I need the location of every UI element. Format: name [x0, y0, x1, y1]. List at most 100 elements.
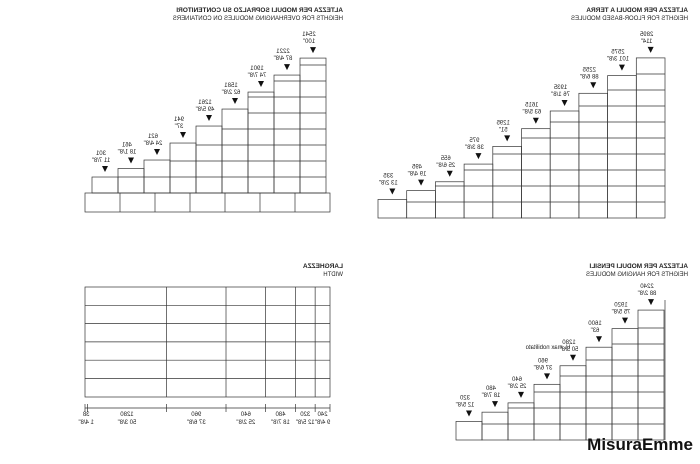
module	[299, 57, 327, 194]
height-mm: 1261	[198, 100, 212, 106]
arrow	[504, 135, 511, 142]
height-in: 88 2/8"	[638, 291, 657, 297]
height-in: 100"	[303, 39, 315, 45]
module	[492, 146, 522, 219]
height-mm: 1280	[562, 340, 576, 346]
module	[435, 181, 465, 219]
arrow	[232, 98, 238, 105]
width-in: 18 7/8"	[271, 420, 290, 426]
height-mm: 2221	[276, 49, 290, 55]
arrow	[532, 117, 539, 124]
height-in: 114"	[641, 39, 653, 45]
panel-subtitle: HEIGHTS FOR HANGING MODULES	[586, 272, 688, 278]
module	[611, 328, 639, 441]
arrow	[648, 299, 654, 306]
height-in: 101 3/8"	[607, 57, 629, 63]
height-mm: 655	[440, 156, 451, 162]
height-mm: 975	[469, 138, 480, 144]
arrow	[561, 99, 568, 106]
width-in: 12 5/8"	[296, 420, 315, 426]
container	[84, 192, 331, 213]
panel-title: ALTEZZA PER MODULI SOPRALZO SU CONTENITO…	[176, 7, 343, 14]
height-mm: 1295	[496, 120, 510, 126]
width-in: 37 6/8"	[187, 420, 206, 426]
mirrored-drawing: ALTEZZA PER MODULI SOPRALZO SU CONTENITO…	[78, 7, 688, 441]
module	[169, 142, 197, 194]
width-mm: 320	[300, 412, 311, 418]
panel-title: ALTEZZA PER MODULI A TERRA	[586, 7, 688, 14]
arrow	[590, 82, 597, 89]
height-in: 18 7/8"	[482, 393, 501, 399]
height-in: 11 7/8"	[92, 158, 110, 164]
width-in: 25 2/8"	[236, 420, 255, 426]
height-in: 62 2/8"	[222, 90, 241, 96]
arrow	[544, 373, 550, 380]
height-mm: 640	[511, 377, 522, 383]
arrow	[570, 354, 576, 361]
height-in: 37"	[175, 124, 184, 130]
height-mm: 2255	[582, 67, 596, 73]
height-in: 50 3/8"	[560, 347, 579, 353]
module	[273, 74, 301, 194]
arrow	[154, 149, 160, 156]
height-mm: 495	[411, 165, 422, 171]
arrow	[180, 132, 186, 139]
height-in: 25 6/8"	[436, 163, 455, 169]
module	[607, 75, 637, 219]
height-mm: 480	[485, 386, 496, 392]
module	[521, 128, 551, 219]
module	[463, 163, 494, 219]
height-in: 63"	[591, 328, 600, 334]
height-in: 24 4/8"	[144, 141, 163, 147]
height-mm: 621	[147, 134, 158, 140]
height-in: 63 5/8"	[522, 110, 541, 116]
module	[533, 383, 561, 441]
height-mm: 1581	[224, 83, 238, 89]
height-mm: 461	[121, 143, 132, 149]
width-in: 50 3/8"	[118, 420, 137, 426]
arrow	[102, 166, 108, 173]
height-mm: 335	[383, 173, 394, 179]
panel-subtitle: HEIGHTS FOR FLOOR-BASED MODULES	[571, 16, 688, 22]
module	[559, 365, 587, 441]
arrow	[389, 188, 396, 195]
arrow	[258, 81, 264, 88]
height-in: 87 4/8"	[274, 56, 293, 62]
arrow	[622, 317, 628, 324]
height-in: 88 6/8"	[580, 74, 599, 80]
width-mm: 240	[317, 412, 328, 418]
arrow	[647, 46, 654, 53]
module	[221, 108, 249, 194]
arrow	[128, 157, 134, 164]
arrow	[418, 179, 425, 186]
height-mm: 941	[173, 117, 184, 123]
height-mm: 1600	[588, 321, 602, 327]
width-mm: 480	[275, 412, 286, 418]
arrow	[446, 170, 453, 177]
height-in: 12 5/8"	[456, 402, 475, 408]
height-mm: 320	[459, 395, 470, 401]
panel-title: ALTEZZA PER MODULI PENSILI	[589, 263, 688, 270]
height-in: 37 6/8"	[534, 365, 553, 371]
module	[481, 411, 509, 441]
width-in: 1 4/8"	[78, 420, 93, 426]
module	[91, 176, 119, 194]
height-in: 25 2/8"	[508, 384, 527, 390]
height-in: 74 7/8"	[248, 73, 267, 79]
height-mm: 2541	[302, 32, 316, 38]
arrow	[310, 47, 316, 54]
module	[406, 190, 436, 219]
arrow	[466, 410, 472, 417]
module	[585, 346, 613, 441]
logo: MisuraEmme	[587, 435, 693, 454]
module	[143, 159, 171, 194]
module	[455, 421, 483, 441]
module	[117, 168, 145, 194]
module	[637, 309, 665, 441]
width-in: 9 4/8"	[315, 420, 330, 426]
height-mm: 1920	[614, 303, 628, 309]
arrow	[492, 401, 498, 408]
height-mm: 1615	[525, 103, 539, 109]
module	[507, 402, 535, 441]
